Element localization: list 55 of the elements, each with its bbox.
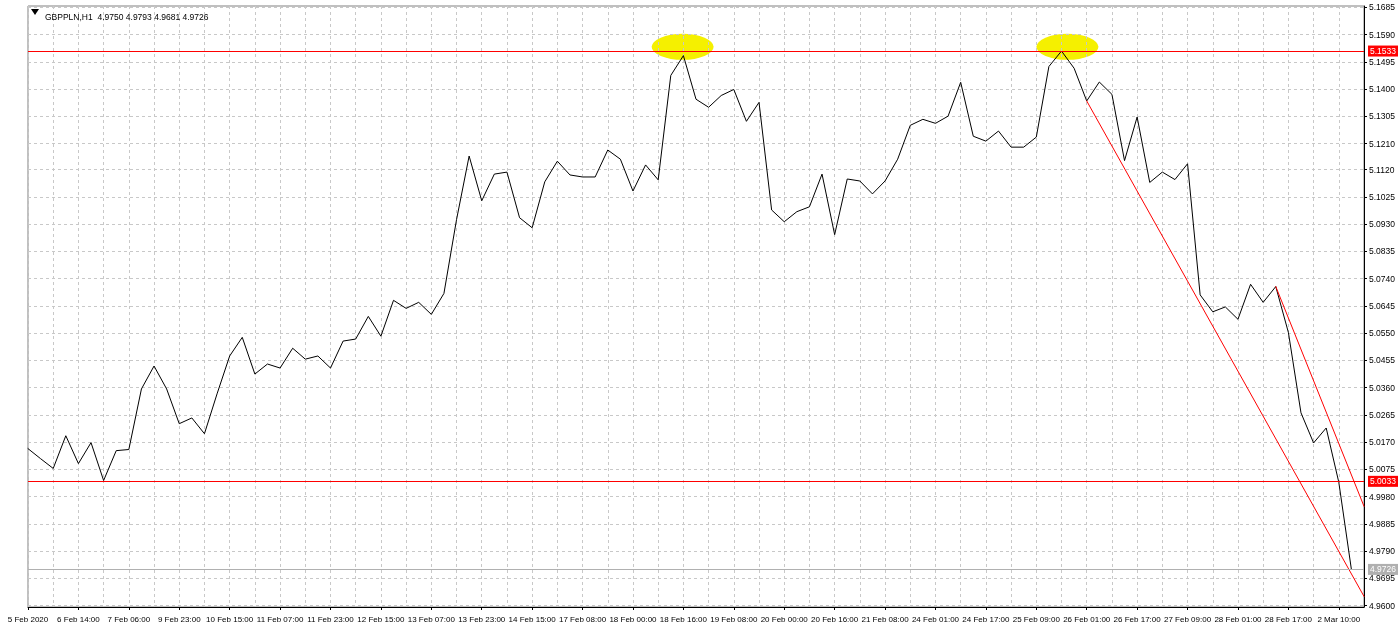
x-tick-label: 6 Feb 14:00 xyxy=(57,614,101,624)
ref-line-label: 5.1533 xyxy=(1370,46,1397,57)
x-tick-label: 24 Feb 01:00 xyxy=(911,614,960,624)
x-tick-label: 12 Feb 15:00 xyxy=(357,614,406,624)
y-tick-label: 5.0170 xyxy=(1369,437,1396,448)
x-tick-label: 7 Feb 06:00 xyxy=(107,614,151,624)
y-tick-label: 4.9695 xyxy=(1369,573,1396,584)
y-tick-label: 5.0740 xyxy=(1369,273,1396,284)
x-tick-label: 27 Feb 09:00 xyxy=(1163,614,1212,624)
y-tick-label: 5.1495 xyxy=(1369,56,1396,67)
x-tick-label: 20 Feb 00:00 xyxy=(760,614,809,624)
y-tick-label: 5.1685 xyxy=(1369,2,1396,13)
x-tick-label: 20 Feb 16:00 xyxy=(811,614,859,624)
y-tick-label: 5.1590 xyxy=(1369,29,1396,40)
x-tick-label: 13 Feb 07:00 xyxy=(407,614,456,624)
x-tick-label: 18 Feb 16:00 xyxy=(659,614,708,624)
y-tick-label: 5.0835 xyxy=(1369,246,1396,257)
x-tick-label: 21 Feb 08:00 xyxy=(861,614,910,624)
ref-line-label: 5.0033 xyxy=(1370,476,1397,487)
y-tick-label: 5.0075 xyxy=(1369,464,1396,475)
y-tick-label: 5.0455 xyxy=(1369,355,1396,366)
y-tick-label: 4.9600 xyxy=(1369,600,1396,611)
line-series xyxy=(27,50,1352,570)
y-tick-label: 4.9885 xyxy=(1369,518,1396,529)
x-tick-label: 5 Feb 2020 xyxy=(7,614,49,624)
text: GBPPLN,H1 4.9750 4.9793 4.9681 4.9726 xyxy=(45,11,209,22)
x-tick-label: 24 Feb 17:00 xyxy=(962,614,1011,624)
y-tick-label: 5.0645 xyxy=(1369,300,1396,311)
x-tick-label: 28 Feb 17:00 xyxy=(1264,614,1313,624)
x-tick-label: 26 Feb 17:00 xyxy=(1113,614,1162,624)
y-tick-label: 5.1210 xyxy=(1369,138,1396,149)
y-tick-label: 5.1305 xyxy=(1369,111,1396,122)
x-tick-label: 14 Feb 15:00 xyxy=(508,614,557,624)
x-tick-label: 13 Feb 23:00 xyxy=(458,614,506,624)
y-tick-label: 5.1400 xyxy=(1369,84,1396,95)
y-tick-label: 5.1025 xyxy=(1369,191,1396,202)
x-tick-label: 10 Feb 15:00 xyxy=(206,614,254,624)
y-tick-label: 5.0550 xyxy=(1369,328,1396,339)
x-tick-label: 9 Feb 23:00 xyxy=(157,614,202,624)
y-tick-label: 5.0360 xyxy=(1369,382,1396,393)
x-tick-label: 28 Feb 01:00 xyxy=(1214,614,1263,624)
x-tick-label: 26 Feb 01:00 xyxy=(1063,614,1111,624)
y-tick-label: 5.0265 xyxy=(1369,409,1396,420)
x-tick-label: 17 Feb 08:00 xyxy=(558,614,607,624)
x-tick-label: 2 Mar 10:00 xyxy=(1317,614,1361,624)
x-tick-label: 18 Feb 00:00 xyxy=(609,614,658,624)
x-tick-label: 19 Feb 08:00 xyxy=(710,614,758,624)
x-tick-label: 11 Feb 23:00 xyxy=(307,614,355,624)
x-tick-label: 11 Feb 07:00 xyxy=(256,614,304,624)
y-tick-label: 4.9790 xyxy=(1369,546,1396,557)
y-tick-label: 5.0930 xyxy=(1369,219,1396,230)
ref-line-label: 4.9726 xyxy=(1370,564,1397,575)
y-tick-label: 5.1120 xyxy=(1369,164,1395,175)
x-tick-label: 25 Feb 09:00 xyxy=(1012,614,1061,624)
y-tick-label: 4.9980 xyxy=(1369,491,1396,502)
